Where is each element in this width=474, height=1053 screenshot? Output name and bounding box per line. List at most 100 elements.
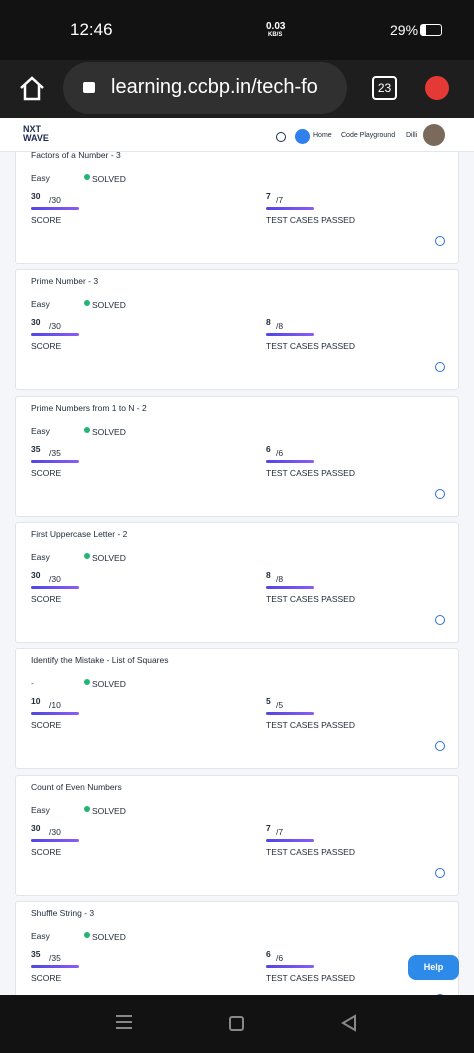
nav-link[interactable]: Code Playground <box>341 132 396 139</box>
url-bar[interactable]: learning.ccbp.in/tech-fo <box>63 62 347 114</box>
max-score: /10 <box>49 700 61 711</box>
max-score: /35 <box>49 447 61 458</box>
problem-card[interactable]: Prime Number - 3 Easy SOLVED 30/30 SCORE 8/8 T… <box>15 269 459 391</box>
status: SOLVED <box>92 426 126 437</box>
status-dot <box>84 679 90 686</box>
problem-title: Identify the Mistake - List of Squares <box>31 655 169 666</box>
open-arrow[interactable] <box>435 741 445 752</box>
status: SOLVED <box>92 552 126 563</box>
status: SOLVED <box>92 300 126 311</box>
problem-title: First Uppercase Letter - 2 <box>31 528 128 539</box>
score-bar <box>31 964 79 968</box>
home-button[interactable] <box>18 74 46 102</box>
url: learning.ccbp.in/tech-fo <box>111 76 318 98</box>
tests-bar <box>266 838 314 842</box>
score: 30 <box>31 569 41 580</box>
user-name[interactable]: Dilli <box>406 132 418 139</box>
status-bar: 12:46 0.03 KB/S 29% <box>0 0 474 60</box>
timer-icon[interactable] <box>276 132 286 142</box>
max-score: /30 <box>49 573 61 584</box>
problem-title: Shuffle String - 3 <box>31 907 95 918</box>
tests-bar <box>266 585 314 589</box>
menu-button[interactable] <box>116 1015 132 1029</box>
problem-card[interactable]: Count of Even Numbers Easy SOLVED 30/30 SCOR… <box>15 774 459 896</box>
tests-bar <box>266 459 314 463</box>
tests-bar <box>266 712 314 716</box>
score-label: SCORE <box>31 846 62 857</box>
tests-label: TEST CASES PASSED <box>266 341 355 352</box>
chat-icon[interactable] <box>295 129 310 144</box>
battery: 29% <box>390 22 419 38</box>
difficulty: Easy <box>31 425 50 436</box>
score: 35 <box>31 443 41 454</box>
problem-card[interactable]: Factors of a Number - 3 Easy SOLVED 30/30 SC… <box>15 152 459 264</box>
problem-title: Prime Numbers from 1 to N - 2 <box>31 402 147 413</box>
score-bar <box>31 838 79 842</box>
back-button[interactable] <box>340 1014 358 1032</box>
tab-count[interactable]: 23 <box>372 76 397 100</box>
status-dot <box>84 552 90 559</box>
tests-passed: 7 <box>266 822 271 833</box>
score-label: SCORE <box>31 972 62 983</box>
open-arrow[interactable] <box>435 488 445 499</box>
total-tests: /7 <box>276 195 284 205</box>
home-nav-button[interactable] <box>229 1016 244 1031</box>
open-arrow[interactable] <box>435 236 445 246</box>
total-tests: /8 <box>276 321 284 332</box>
tests-passed: 7 <box>266 191 271 201</box>
difficulty: Easy <box>31 173 50 183</box>
open-arrow[interactable] <box>435 362 445 373</box>
update-button[interactable] <box>425 76 449 100</box>
help-button[interactable]: Help <box>408 955 459 980</box>
total-tests: /6 <box>276 952 284 963</box>
net-speed: 0.03 <box>266 21 286 32</box>
status: SOLVED <box>92 931 126 942</box>
score-bar <box>31 585 79 589</box>
status-dot <box>84 426 90 433</box>
open-arrow[interactable] <box>435 614 445 625</box>
problem-card[interactable]: First Uppercase Letter - 2 Easy SOLVED 30/3… <box>15 521 459 643</box>
logo-text: NXT <box>23 124 41 134</box>
score: 10 <box>31 696 41 707</box>
problem-card[interactable]: Identify the Mistake - List of Squares - S… <box>15 648 459 770</box>
tests-passed: 8 <box>266 317 271 328</box>
system-nav <box>0 995 474 1053</box>
site-header: NXT WAVE Home Code Playground Dilli <box>0 118 474 152</box>
max-score: /30 <box>49 195 61 205</box>
logo[interactable]: NXT WAVE <box>23 125 49 143</box>
browser-bar: learning.ccbp.in/tech-fo 23 <box>0 60 474 118</box>
score-label: SCORE <box>31 720 62 731</box>
score: 30 <box>31 822 41 833</box>
problem-card[interactable]: Shuffle String - 3 Easy SOLVED 35/35 SCORE 6 /… <box>15 900 459 995</box>
net-unit: KB/S <box>268 32 283 38</box>
battery-icon <box>420 24 442 36</box>
nav-link[interactable]: Home <box>313 132 332 139</box>
tests-label: TEST CASES PASSED <box>266 720 355 731</box>
tests-label: TEST CASES PASSED <box>266 972 355 983</box>
difficulty: Easy <box>31 930 50 941</box>
avatar[interactable] <box>423 124 445 146</box>
problem-title: Count of Even Numbers <box>31 781 122 792</box>
status-dot <box>84 931 90 938</box>
score-bar <box>31 333 79 337</box>
tests-bar <box>266 333 314 337</box>
status-dot <box>84 300 90 307</box>
lock-icon <box>83 82 95 93</box>
tests-bar <box>266 964 314 968</box>
tests-passed: 8 <box>266 569 271 580</box>
total-tests: /5 <box>276 700 284 711</box>
total-tests: /8 <box>276 573 284 584</box>
max-score: /30 <box>49 321 61 332</box>
problem-title: Prime Number - 3 <box>31 276 99 287</box>
status-dot <box>84 174 90 180</box>
problem-title: Factors of a Number - 3 <box>31 152 121 160</box>
score-label: SCORE <box>31 593 62 604</box>
score-bar <box>31 459 79 463</box>
open-arrow[interactable] <box>435 867 445 878</box>
total-tests: /6 <box>276 447 284 458</box>
problem-card[interactable]: Prime Numbers from 1 to N - 2 Easy SOLVED 3… <box>15 395 459 517</box>
tests-label: TEST CASES PASSED <box>266 215 355 225</box>
status-dot <box>84 805 90 812</box>
score-label: SCORE <box>31 467 62 478</box>
